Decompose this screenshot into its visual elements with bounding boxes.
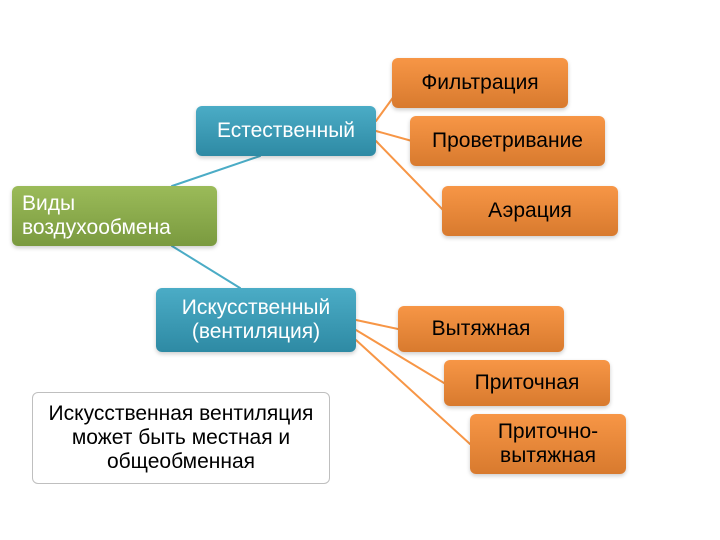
node-natural-label: Естественный xyxy=(217,119,355,143)
node-venting: Проветривание xyxy=(410,116,605,166)
node-filtration-label: Фильтрация xyxy=(421,71,538,95)
node-exhaust: Вытяжная xyxy=(398,306,564,352)
node-supply-exhaust: Приточно-вытяжная xyxy=(470,414,626,474)
node-supply-exhaust-label: Приточно-вытяжная xyxy=(480,420,616,468)
note-box: Искусственная вентиляция может быть мест… xyxy=(32,392,330,484)
node-supply: Приточная xyxy=(444,360,610,406)
node-natural: Естественный xyxy=(196,106,376,156)
node-artificial: Искусственный (вентиляция) xyxy=(156,288,356,352)
node-aeration-label: Аэрация xyxy=(488,199,572,223)
node-filtration: Фильтрация xyxy=(392,58,568,108)
node-root: Виды воздухообмена xyxy=(12,186,217,246)
node-artificial-label: Искусственный (вентиляция) xyxy=(166,296,346,344)
node-supply-label: Приточная xyxy=(475,371,580,395)
node-exhaust-label: Вытяжная xyxy=(432,317,531,341)
node-root-label: Виды воздухообмена xyxy=(22,192,207,240)
node-aeration: Аэрация xyxy=(442,186,618,236)
node-venting-label: Проветривание xyxy=(432,129,583,153)
note-box-label: Искусственная вентиляция может быть мест… xyxy=(43,402,319,474)
